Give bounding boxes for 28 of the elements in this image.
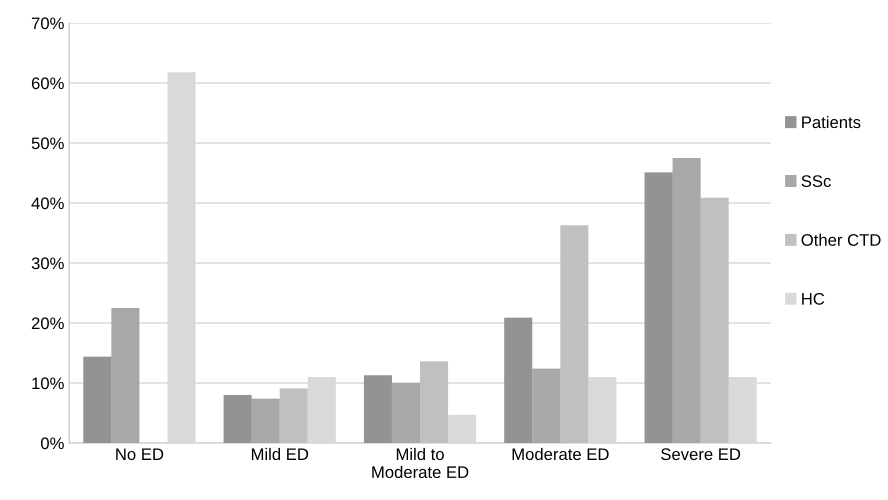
legend-label: Other CTD bbox=[802, 234, 881, 246]
y-tick-label: 60% bbox=[32, 77, 64, 90]
x-tick-label: Severe ED bbox=[661, 448, 740, 460]
y-tick-label: 0% bbox=[40, 437, 64, 450]
bar bbox=[644, 172, 673, 443]
bar bbox=[364, 375, 392, 443]
bar bbox=[111, 308, 140, 443]
bar bbox=[448, 414, 476, 443]
legend-label: Patients bbox=[802, 116, 860, 128]
y-tick-label: 20% bbox=[32, 317, 64, 330]
x-tick-label: Mild to Moderate ED bbox=[372, 448, 468, 478]
bar bbox=[672, 158, 701, 443]
bar bbox=[83, 356, 112, 443]
bar bbox=[252, 398, 280, 443]
bar bbox=[224, 395, 252, 443]
legend-label: SSc bbox=[802, 175, 831, 188]
y-tick-label: 50% bbox=[32, 137, 64, 150]
bar bbox=[532, 368, 560, 443]
x-tick-label: Moderate ED bbox=[512, 448, 609, 460]
y-tick-label: 40% bbox=[31, 197, 64, 210]
legend-label: HC bbox=[802, 292, 824, 305]
x-tick-label: No ED bbox=[116, 448, 164, 460]
y-tick-label: 30% bbox=[32, 257, 64, 270]
bar bbox=[392, 383, 420, 443]
y-tick-label: 70% bbox=[32, 17, 64, 30]
x-tick-label: Mild ED bbox=[252, 448, 308, 460]
y-tick-label: 10% bbox=[32, 377, 64, 390]
bar bbox=[504, 318, 532, 443]
